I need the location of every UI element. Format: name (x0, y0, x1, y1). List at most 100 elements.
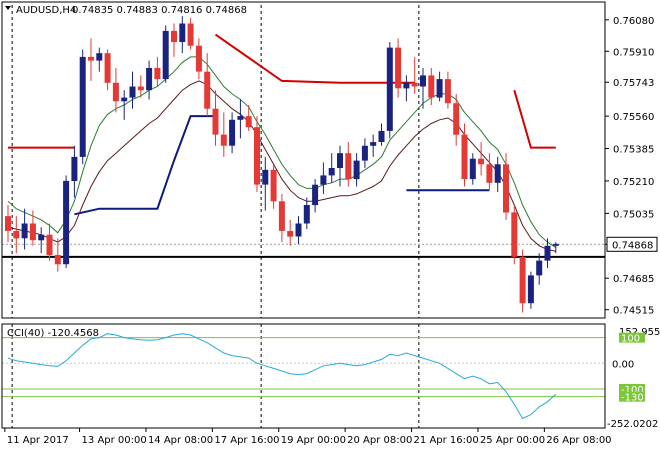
candle-body (137, 86, 144, 91)
time-tick-label: 14 Apr 08:00 (148, 435, 213, 446)
candle-body (328, 168, 335, 176)
cci-level-label: -100 (621, 385, 644, 396)
price-tick-label: 0.75743 (613, 78, 654, 89)
main-frame (1, 1, 606, 319)
cci-max-label: 152.9554 (619, 327, 660, 338)
time-tick-label: 11 Apr 2017 (7, 435, 69, 446)
price-tick-label: 0.75210 (613, 177, 654, 188)
price-tick-label: 0.74685 (613, 274, 654, 285)
cci-layer (2, 333, 605, 420)
price-tick-label: 0.75385 (613, 145, 654, 156)
candle-body (345, 153, 352, 180)
candle-body (29, 223, 36, 241)
candle-body (411, 82, 418, 87)
candle-body (104, 53, 111, 83)
candle-body (270, 169, 277, 202)
candle-body (303, 205, 310, 224)
candle-body (436, 79, 443, 98)
candle-body (96, 53, 103, 61)
candle-body (312, 184, 319, 206)
time-tick-label: 20 Apr 08:00 (347, 435, 412, 446)
time-tick-label: 17 Apr 16:00 (214, 435, 279, 446)
candle-body (5, 216, 11, 231)
candle-body (544, 245, 551, 261)
resistance-stop-line (214, 33, 415, 84)
candle-body (503, 164, 509, 213)
candle-body (187, 23, 194, 46)
candle-body (519, 256, 526, 304)
cci-level-label: -130 (621, 393, 644, 404)
frames-layer (1, 1, 606, 429)
candle-body (536, 260, 543, 276)
price-tick-label: 0.76080 (613, 16, 654, 27)
cci-level-badge (619, 383, 645, 394)
price-tick-label: 0.75910 (613, 47, 654, 58)
candle-body (287, 231, 294, 237)
candle-body (403, 82, 410, 89)
candle-body (229, 119, 236, 146)
candle-body (453, 103, 460, 135)
candle-body (469, 158, 476, 180)
candle-body (71, 156, 78, 181)
price-tick-label: 0.75035 (613, 209, 654, 220)
candle-body (38, 234, 45, 241)
candle-body (278, 201, 285, 231)
candle-body (88, 56, 94, 61)
candle-body (54, 255, 61, 265)
candle-body (63, 180, 70, 265)
current-price-badge (606, 236, 658, 252)
candle-body (494, 164, 501, 183)
candle-body (220, 134, 227, 146)
candle-body (552, 243, 559, 246)
candle-body (195, 45, 202, 72)
support-stop-line (74, 115, 216, 216)
axis-layer: 0.76080 0.75910 0.75743 0.75560 0.75385 0.752… (4, 16, 660, 446)
candle-body (428, 75, 435, 98)
candle-body (337, 153, 343, 168)
candle-body (295, 223, 302, 237)
candle-body (129, 86, 136, 98)
ohlc-readout: 0.74835 0.74883 0.74816 0.74868 (72, 5, 247, 16)
time-tick-label: 25 Apr 00:00 (480, 435, 545, 446)
cci-level-badge (619, 391, 645, 402)
dropdown-triangle-icon[interactable] (5, 6, 11, 10)
candle-body (121, 97, 128, 102)
candle-body (386, 47, 393, 131)
candle-body (46, 234, 53, 256)
time-tick-label: 26 Apr 08:00 (546, 435, 611, 446)
candle-body (395, 47, 402, 89)
cci-frame (1, 323, 606, 429)
candles-layer (5, 16, 559, 313)
price-tick-label: 0.74515 (613, 306, 654, 317)
candle-body (511, 212, 518, 257)
fast-ma-line (7, 56, 557, 249)
candle-body (171, 30, 177, 42)
candle-body (478, 158, 485, 165)
time-tick-label: 21 Apr 16:00 (414, 435, 479, 446)
candle-body (212, 108, 219, 135)
level-line-layer (2, 33, 605, 258)
candle-body (79, 56, 86, 157)
candle-body (154, 68, 161, 80)
candle-body (112, 82, 119, 102)
candle-body (254, 127, 260, 185)
symbol-label: AUDUSD,H4 (16, 5, 76, 16)
time-tick-label: 19 Apr 00:00 (281, 435, 346, 446)
price-tick-label: 0.75560 (613, 112, 654, 123)
candle-body (527, 275, 534, 304)
cci-label: CCI(40) -120.4568 (7, 328, 99, 339)
current-price-label: 0.74868 (612, 240, 653, 251)
candle-body (378, 130, 385, 142)
candle-body (237, 116, 244, 120)
candle-body (21, 223, 28, 239)
candle-body (245, 116, 252, 128)
candle-body (204, 71, 211, 109)
resistance-stop-line (513, 89, 556, 149)
cci-line (7, 333, 557, 420)
candle-body (262, 169, 269, 185)
week-separator-layer (11, 5, 420, 428)
cci-zero-label: 0.00 (612, 359, 634, 370)
cci-level-badge (619, 332, 645, 343)
